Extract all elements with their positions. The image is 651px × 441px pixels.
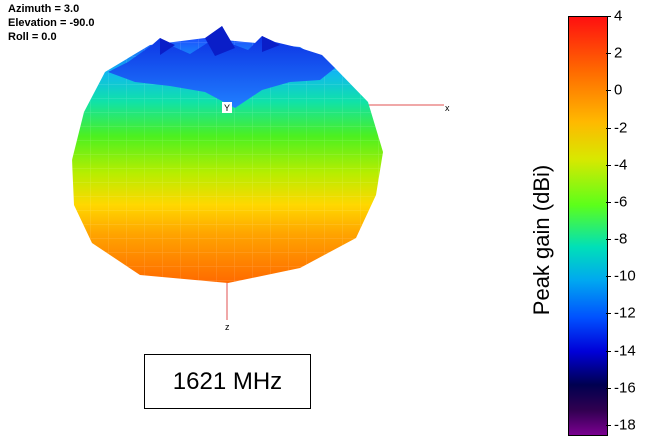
colorbar (568, 16, 608, 436)
colorbar-tick-label: -6 (614, 193, 628, 211)
colorbar-tick-label: -8 (614, 230, 628, 248)
colorbar-tick-mark (606, 164, 611, 166)
frequency-label-box: 1621 MHz (144, 354, 311, 409)
colorbar-tick-mark (606, 350, 611, 352)
colorbar-tick-label: -14 (614, 342, 636, 360)
roll-label: Roll = 0.0 (8, 31, 57, 43)
colorbar-tick-label: -12 (614, 304, 636, 322)
view-orientation-info: Azimuth = 3.0 Elevation = -90.0 Roll = 0… (8, 2, 95, 44)
colorbar-tick-mark (606, 239, 611, 241)
colorbar-tick-label: -2 (614, 119, 628, 137)
colorbar-tick-mark (606, 53, 611, 55)
y-axis-label-bg (222, 102, 232, 113)
colorbar-tick-label: -18 (614, 416, 636, 434)
colorbar-tick-mark (606, 387, 611, 389)
colorbar-tick-label: 0 (614, 81, 623, 99)
colorbar-tick-label: -16 (614, 379, 636, 397)
colorbar-tick-label: -10 (614, 267, 636, 285)
elevation-label: Elevation = -90.0 (8, 17, 95, 29)
frequency-label: 1621 MHz (172, 367, 283, 395)
pattern-peaks (160, 26, 280, 56)
colorbar-tick-mark (606, 425, 611, 426)
azimuth-label: Azimuth = 3.0 (8, 3, 80, 15)
colorbar-tick-label: -4 (614, 156, 628, 174)
z-axis-label: z (225, 322, 230, 332)
colorbar-tick-label: 2 (614, 44, 623, 62)
colorbar-tick-mark (606, 90, 611, 92)
colorbar-tick-mark (606, 16, 611, 17)
y-axis-label: Y (224, 103, 230, 113)
x-axis-label: x (445, 103, 450, 113)
pattern-mesh (72, 38, 383, 283)
colorbar-tick-label: 4 (614, 7, 623, 25)
colorbar-title: Peak gain (dBi) (529, 164, 554, 316)
colorbar-tick-mark (606, 276, 611, 278)
colorbar-tick-mark (606, 127, 611, 129)
colorbar-tick-mark (606, 201, 611, 203)
colorbar-tick-mark (606, 313, 611, 315)
